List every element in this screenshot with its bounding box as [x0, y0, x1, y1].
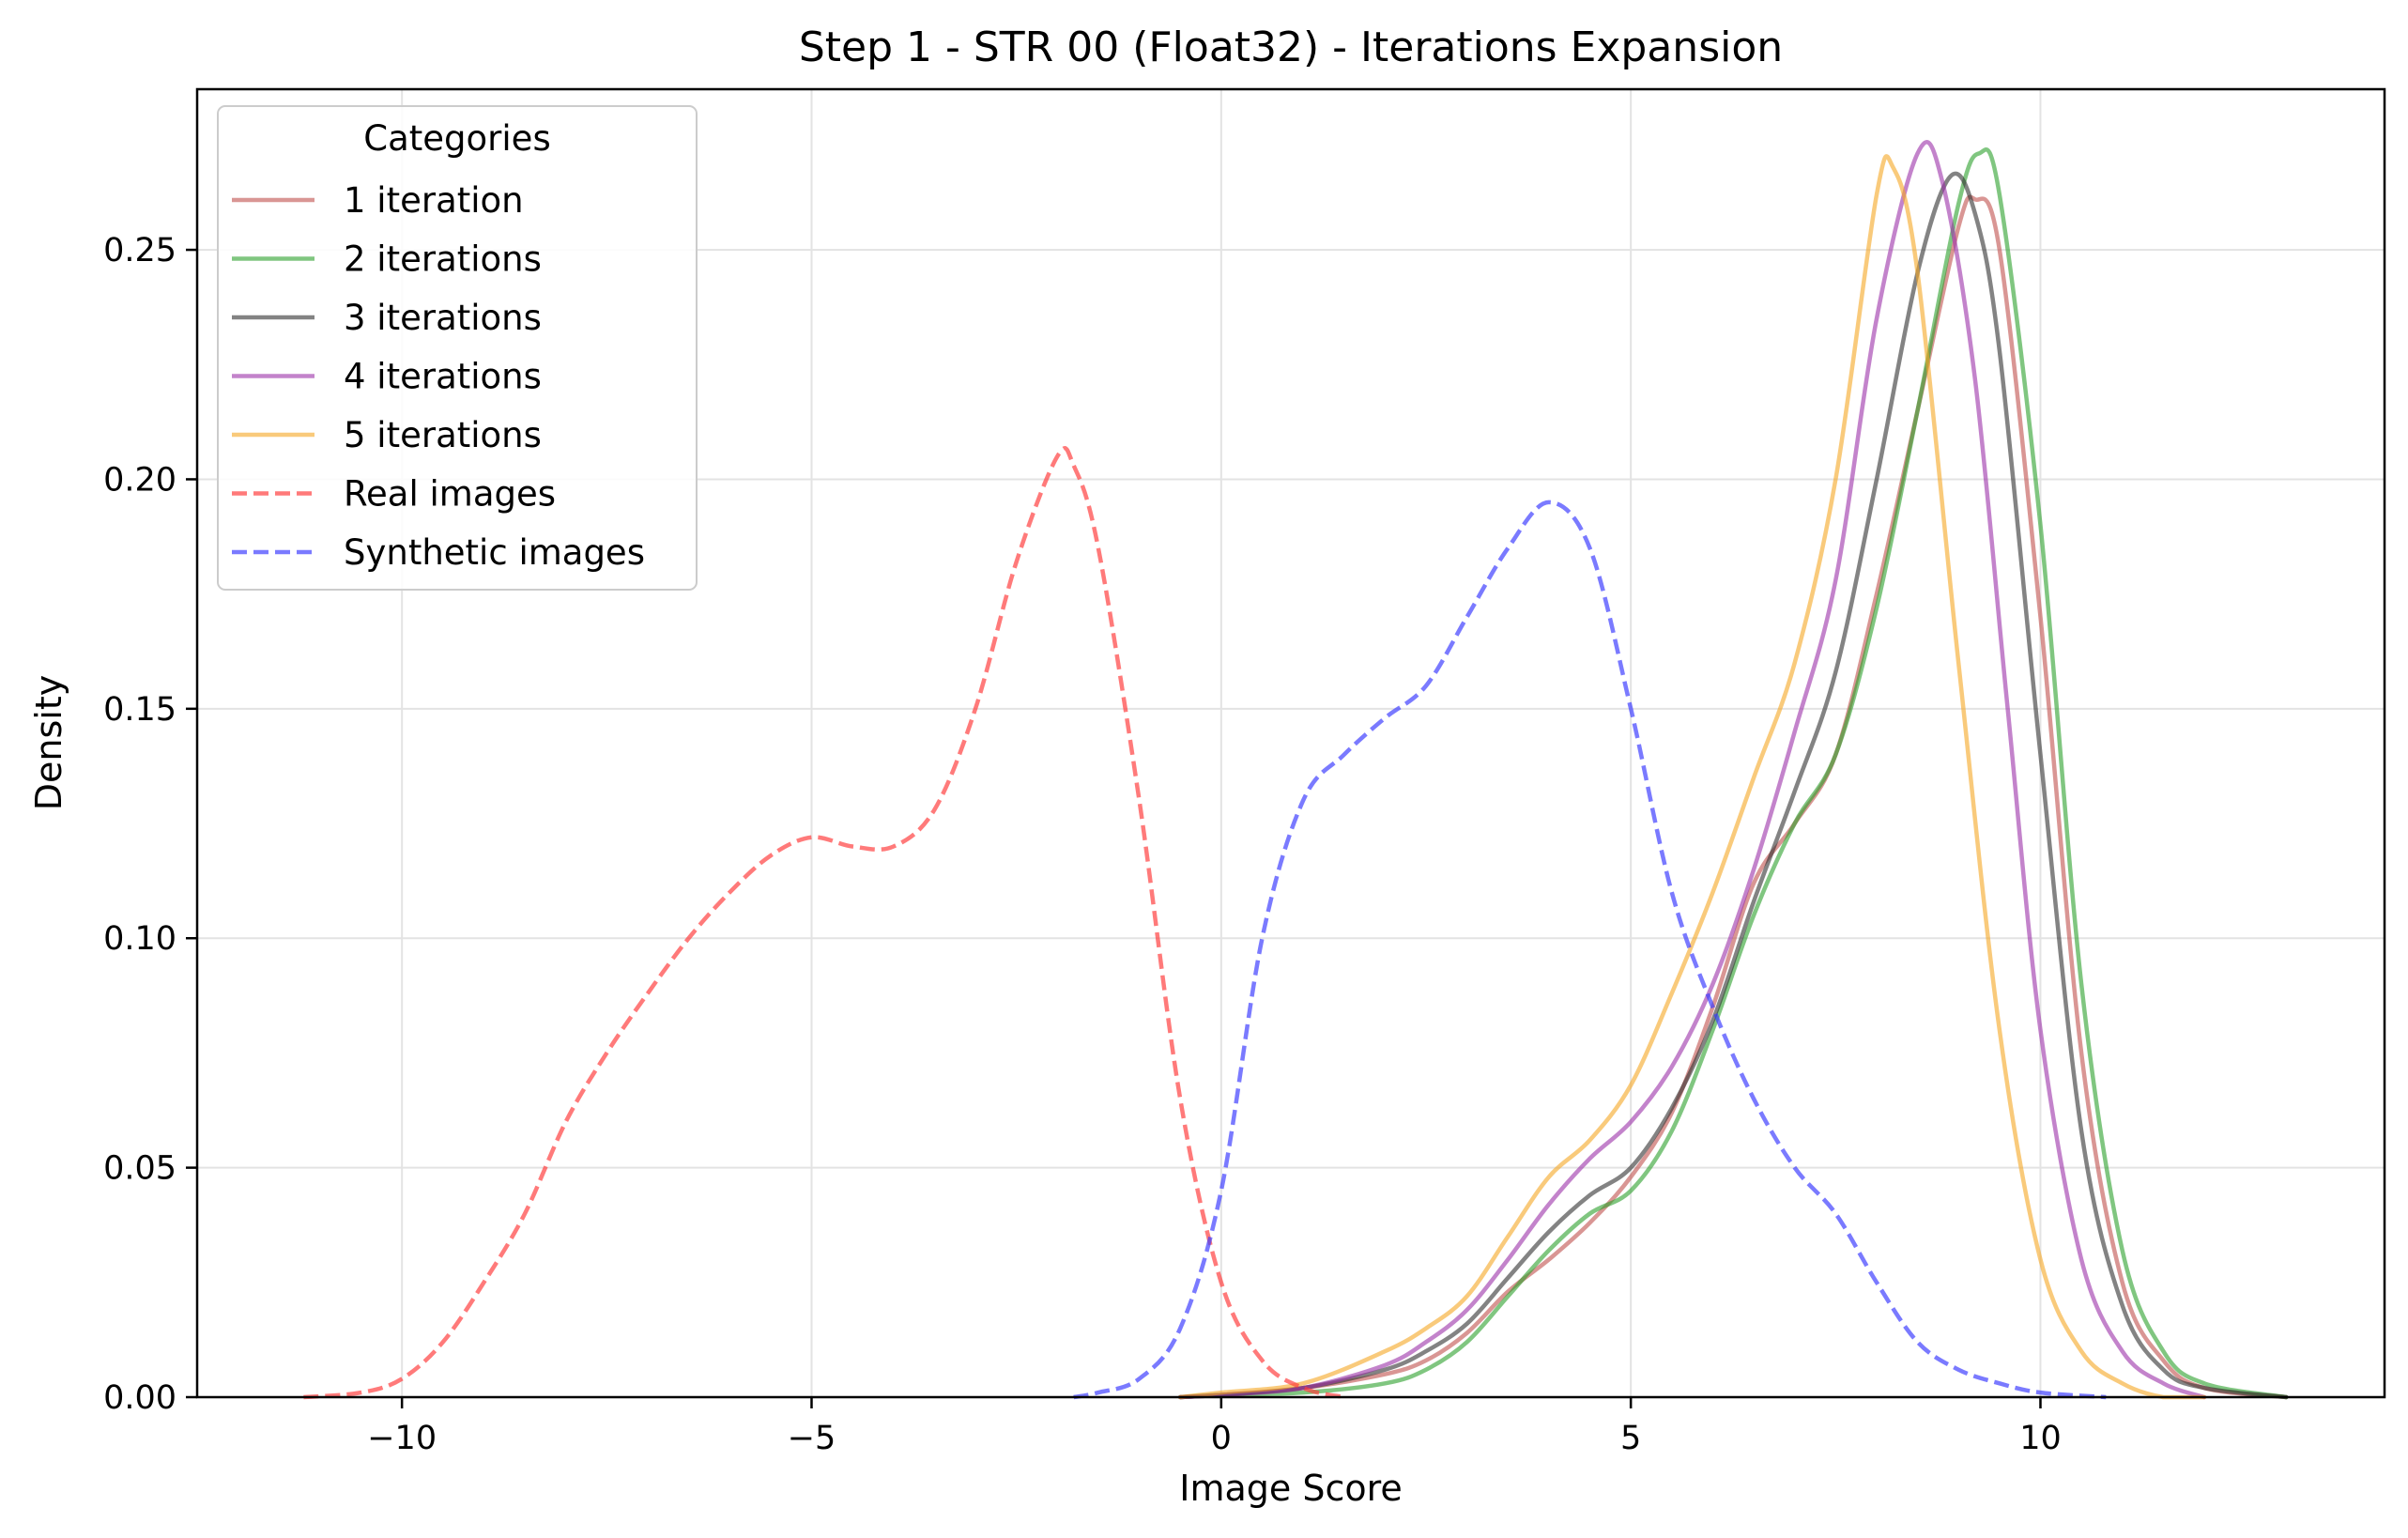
legend-items: 1 iteration 2 iterations 3 iterations 4 ite…: [232, 180, 645, 573]
chart-title: Step 1 - STR 00 (Float32) - Iterations E…: [799, 23, 1783, 71]
series-lines: [303, 140, 2289, 1400]
series-line-5-iterations: [1177, 154, 2207, 1400]
legend-title: Categories: [363, 118, 550, 159]
x-axis-label: Image Score: [1179, 1468, 1403, 1509]
legend-label-4-iterations: 4 iterations: [344, 357, 542, 397]
legend-label-real-images: Real images: [344, 474, 556, 515]
series-line-2-iterations: [1177, 146, 2289, 1400]
y-tick-label: 0.20: [103, 461, 176, 499]
x-tick-label: −10: [367, 1420, 437, 1457]
y-tick-label: 0.00: [103, 1379, 176, 1417]
x-tick-label: 5: [1620, 1420, 1641, 1457]
legend-label-3-iterations: 3 iterations: [344, 298, 542, 338]
legend-label-1-iteration: 1 iteration: [344, 180, 524, 221]
y-tick-label: 0.15: [103, 691, 176, 729]
legend-label-5-iterations: 5 iterations: [344, 415, 542, 455]
y-tick-label: 0.05: [103, 1150, 176, 1188]
x-tick-label: 0: [1211, 1420, 1232, 1457]
series-line-3-iterations: [1177, 171, 2289, 1400]
series-line-synthetic-images: [1073, 500, 2107, 1400]
series-line-4-iterations: [1177, 140, 2207, 1400]
series-line-real-images: [303, 446, 1345, 1400]
x-tick-label: 10: [2019, 1420, 2062, 1457]
legend-label-2-iterations: 2 iterations: [344, 239, 542, 280]
x-ticks: −10 −5 0 5 10: [367, 1397, 2062, 1457]
legend-box: [217, 105, 698, 591]
y-ticks: 0.00 0.05 0.10 0.15 0.20 0.25: [103, 232, 197, 1417]
legend-label-synthetic-images: Synthetic images: [344, 532, 645, 573]
plot-frame: [195, 87, 2386, 1399]
legend: Categories 1 iteration 2 iterations 3 iter…: [217, 105, 698, 591]
y-tick-label: 0.10: [103, 920, 176, 958]
x-tick-label: −5: [788, 1420, 836, 1457]
y-axis-label: Density: [28, 675, 69, 810]
y-tick-label: 0.25: [103, 232, 176, 269]
